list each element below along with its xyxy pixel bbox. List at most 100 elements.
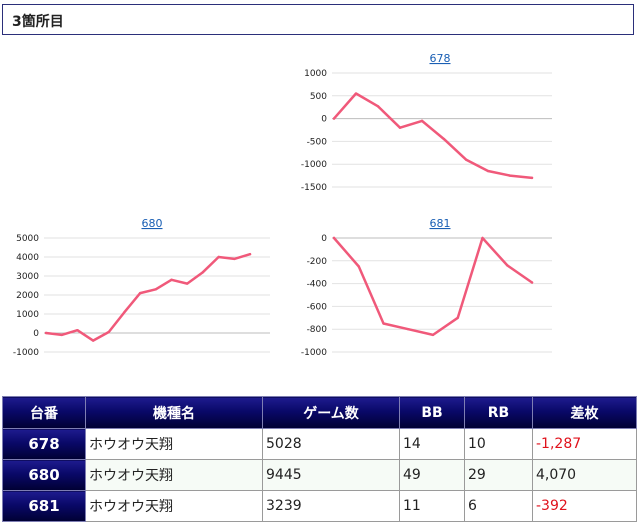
- model-name-cell: ホウオウ天翔: [85, 459, 263, 491]
- chart-681-y-axis: 0 -200 -400 -600 -800 -1000: [301, 234, 327, 358]
- table-header-row: 台番 機種名 ゲーム数 BB RB 差枚: [2, 396, 637, 429]
- data-point: [332, 117, 336, 120]
- rb-cell: 10: [464, 428, 533, 460]
- y-tick-label: -1000: [13, 348, 39, 358]
- y-tick-label: -800: [307, 325, 328, 335]
- machine-data-table: 台番 機種名 ゲーム数 BB RB 差枚 678 ホウオウ天翔 5028 14 …: [2, 396, 637, 522]
- model-name-cell: ホウオウ天翔: [85, 428, 263, 460]
- diff-cell: -392: [532, 490, 637, 522]
- y-tick-label: -1000: [301, 348, 327, 358]
- y-tick-label: 3000: [16, 272, 39, 282]
- rb-cell: 6: [464, 490, 533, 522]
- chart-680-points: [44, 252, 252, 342]
- y-tick-label: 2000: [16, 291, 39, 301]
- data-point: [376, 105, 380, 108]
- chart-678: 678 1000 500 0 -500 -1000 -1500: [290, 48, 560, 198]
- chart-681-svg: 681 0 -200 -400 -600 -800 -1000: [301, 217, 552, 358]
- section-title: 3箇所目: [12, 14, 64, 30]
- diff-cell: 4,070: [532, 459, 637, 491]
- chart-681-grid: [332, 237, 552, 353]
- table-row: 678 ホウオウ天翔 5028 14 10 -1,287: [2, 428, 637, 460]
- y-tick-label: 500: [310, 92, 327, 102]
- data-point: [123, 310, 126, 314]
- y-tick-label: -500: [307, 137, 328, 147]
- bb-cell: 49: [399, 459, 465, 491]
- chart-681-title-link[interactable]: 681: [430, 217, 451, 230]
- header-model-name[interactable]: 機種名: [85, 396, 263, 429]
- data-point: [107, 330, 110, 334]
- y-tick-label: 4000: [16, 253, 39, 263]
- data-point: [398, 126, 402, 129]
- y-tick-label: 0: [321, 234, 327, 244]
- chart-678-title-link[interactable]: 678: [430, 52, 451, 65]
- chart-678-y-axis: 1000 500 0 -500 -1000 -1500: [301, 69, 327, 193]
- chart-680: 680 5000 4000 3000 2000 1000 0 -1000: [0, 214, 275, 362]
- data-point: [530, 176, 534, 180]
- chart-680-grid: [44, 237, 270, 353]
- header-game-count[interactable]: ゲーム数: [262, 396, 400, 429]
- data-point: [506, 264, 509, 267]
- data-point: [154, 288, 158, 291]
- data-point: [354, 92, 358, 95]
- data-point: [248, 252, 252, 256]
- chart-680-y-axis: 5000 4000 3000 2000 1000 0 -1000: [13, 234, 39, 358]
- series-line: [332, 92, 534, 180]
- chart-681: 681 0 -200 -400 -600 -800 -1000: [290, 214, 560, 362]
- data-point: [382, 322, 385, 325]
- data-point: [508, 174, 512, 177]
- game-count-cell: 3239: [262, 490, 400, 522]
- section-header: 3箇所目: [2, 4, 634, 35]
- series-line: [332, 236, 534, 337]
- y-tick-label: 1000: [16, 310, 39, 320]
- y-tick-label: 0: [321, 115, 327, 125]
- data-point: [201, 271, 205, 274]
- y-tick-label: -200: [307, 257, 328, 267]
- chart-678-grid: [332, 72, 552, 188]
- data-point: [357, 265, 360, 268]
- data-point: [233, 257, 236, 261]
- chart-680-svg: 680 5000 4000 3000 2000 1000 0 -1000: [13, 217, 270, 358]
- machine-number-cell[interactable]: 680: [2, 459, 86, 491]
- data-point: [170, 278, 173, 281]
- machine-number-cell[interactable]: 678: [2, 428, 86, 460]
- data-point: [442, 137, 446, 141]
- chart-678-svg: 678 1000 500 0 -500 -1000 -1500: [301, 52, 552, 193]
- y-tick-label: -1000: [301, 160, 327, 170]
- data-point: [464, 158, 468, 161]
- header-machine-number[interactable]: 台番: [2, 396, 86, 429]
- y-tick-label: -400: [307, 280, 328, 290]
- data-point: [486, 169, 490, 173]
- data-point: [91, 339, 95, 342]
- data-point: [186, 282, 189, 285]
- chart-680-title-link[interactable]: 680: [142, 217, 163, 230]
- data-point: [431, 333, 435, 337]
- rb-cell: 29: [464, 459, 533, 491]
- data-point: [530, 281, 534, 284]
- data-point: [138, 291, 142, 295]
- table-row: 681 ホウオウ天翔 3239 11 6 -392: [2, 490, 637, 522]
- chart-681-points: [332, 236, 534, 337]
- y-tick-label: 0: [33, 329, 39, 339]
- data-point: [76, 328, 79, 332]
- model-name-cell: ホウオウ天翔: [85, 490, 263, 522]
- chart-678-points: [332, 92, 534, 180]
- header-bb[interactable]: BB: [399, 396, 465, 429]
- table-row: 680 ホウオウ天翔 9445 49 29 4,070: [2, 459, 637, 491]
- bb-cell: 14: [399, 428, 465, 460]
- y-tick-label: -1500: [301, 183, 327, 193]
- data-point: [60, 333, 63, 337]
- header-rb[interactable]: RB: [464, 396, 533, 429]
- data-point: [44, 331, 48, 335]
- y-tick-label: 5000: [16, 234, 39, 244]
- diff-cell: -1,287: [532, 428, 637, 460]
- game-count-cell: 5028: [262, 428, 400, 460]
- data-point: [332, 236, 336, 240]
- data-point: [420, 119, 424, 123]
- game-count-cell: 9445: [262, 459, 400, 491]
- machine-number-cell[interactable]: 681: [2, 490, 86, 522]
- data-point: [217, 255, 220, 259]
- data-point: [456, 316, 459, 319]
- header-diff[interactable]: 差枚: [532, 396, 637, 429]
- bb-cell: 11: [399, 490, 465, 522]
- y-tick-label: -600: [307, 302, 328, 312]
